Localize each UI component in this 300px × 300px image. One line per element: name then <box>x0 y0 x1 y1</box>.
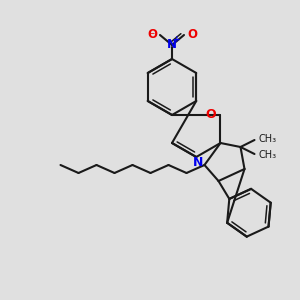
Text: +: + <box>173 35 181 44</box>
Text: N: N <box>193 157 203 169</box>
Text: CH₃: CH₃ <box>259 134 277 144</box>
Text: O: O <box>187 28 197 41</box>
Text: O: O <box>147 28 157 41</box>
Text: CH₃: CH₃ <box>259 150 277 160</box>
Text: N: N <box>167 38 177 52</box>
Text: O: O <box>206 109 217 122</box>
Text: ⁻: ⁻ <box>149 31 154 41</box>
